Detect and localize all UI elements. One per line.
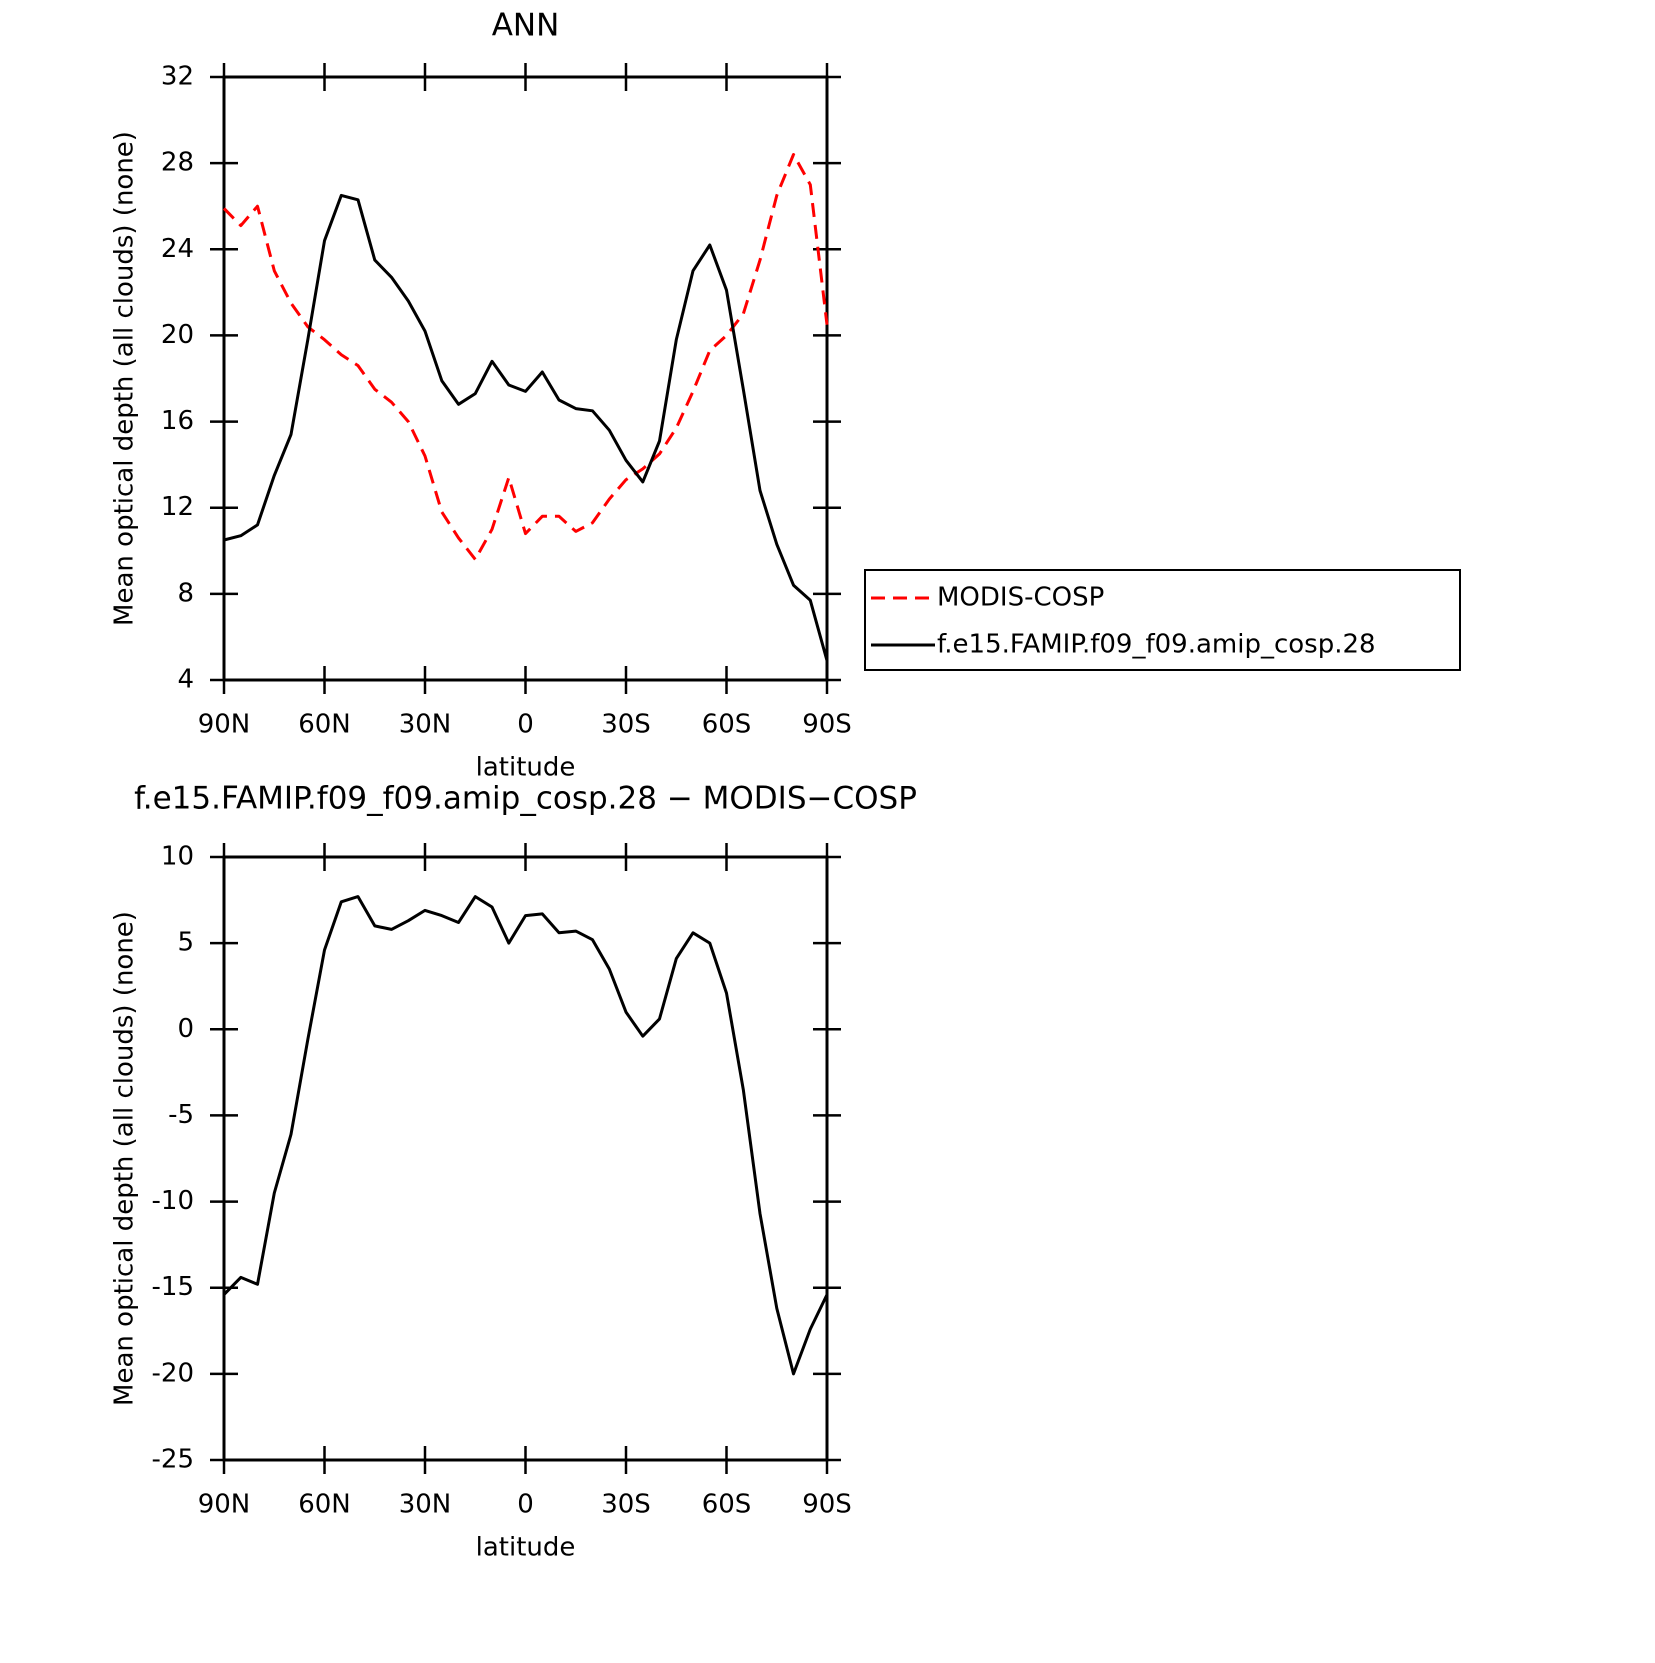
x-tick-label: 0 (517, 1490, 534, 1520)
data-line (222, 153, 829, 561)
x-tick-label: 60S (702, 1490, 752, 1520)
y-tick-label: 16 (161, 406, 194, 436)
y-tick-label: 0 (177, 1014, 194, 1044)
y-tick-label: 5 (177, 928, 194, 958)
data-line (222, 895, 829, 1376)
y-tick-label: -20 (152, 1358, 194, 1388)
legend-box (864, 569, 1461, 671)
y-axis-label: Mean optical depth (all clouds) (none) (110, 911, 140, 1406)
y-tick-label: -10 (152, 1186, 194, 1216)
y-tick-label: 32 (161, 62, 194, 92)
x-tick-label: 30S (601, 710, 651, 740)
x-tick-label: 30N (399, 1490, 452, 1520)
x-tick-label: 90S (802, 1490, 852, 1520)
y-tick-label: -25 (152, 1445, 194, 1475)
y-tick-label: 28 (161, 148, 194, 178)
y-tick-label: 4 (177, 665, 194, 695)
x-tick-label: 90S (802, 710, 852, 740)
chart-title: ANN (492, 8, 560, 44)
y-tick-label: 20 (161, 320, 194, 350)
x-tick-label: 90N (198, 710, 251, 740)
y-axis-label: Mean optical depth (all clouds) (none) (110, 131, 140, 626)
x-tick-label: 60S (702, 710, 752, 740)
x-axis-label: latitude (476, 753, 576, 783)
legend-label: f.e15.FAMIP.f09_f09.amip_cosp.28 (937, 630, 1376, 660)
x-tick-label: 0 (517, 710, 534, 740)
x-tick-label: 60N (298, 1490, 351, 1520)
plot-frame (222, 855, 829, 1462)
legend-label: MODIS-COSP (937, 583, 1104, 613)
y-tick-label: -5 (168, 1100, 194, 1130)
chart-title: f.e15.FAMIP.f09_f09.amip_cosp.28 − MODIS… (134, 781, 917, 817)
y-tick-label: 10 (161, 842, 194, 872)
x-tick-label: 30N (399, 710, 452, 740)
y-tick-label: 12 (161, 492, 194, 522)
y-tick-label: -15 (152, 1272, 194, 1302)
y-tick-label: 8 (177, 578, 194, 608)
x-tick-label: 30S (601, 1490, 651, 1520)
x-tick-label: 90N (198, 1490, 251, 1520)
data-line (223, 193, 829, 662)
plot-frame (222, 75, 829, 682)
x-axis-label: latitude (476, 1533, 576, 1563)
x-tick-label: 60N (298, 710, 351, 740)
y-tick-label: 24 (161, 234, 194, 264)
